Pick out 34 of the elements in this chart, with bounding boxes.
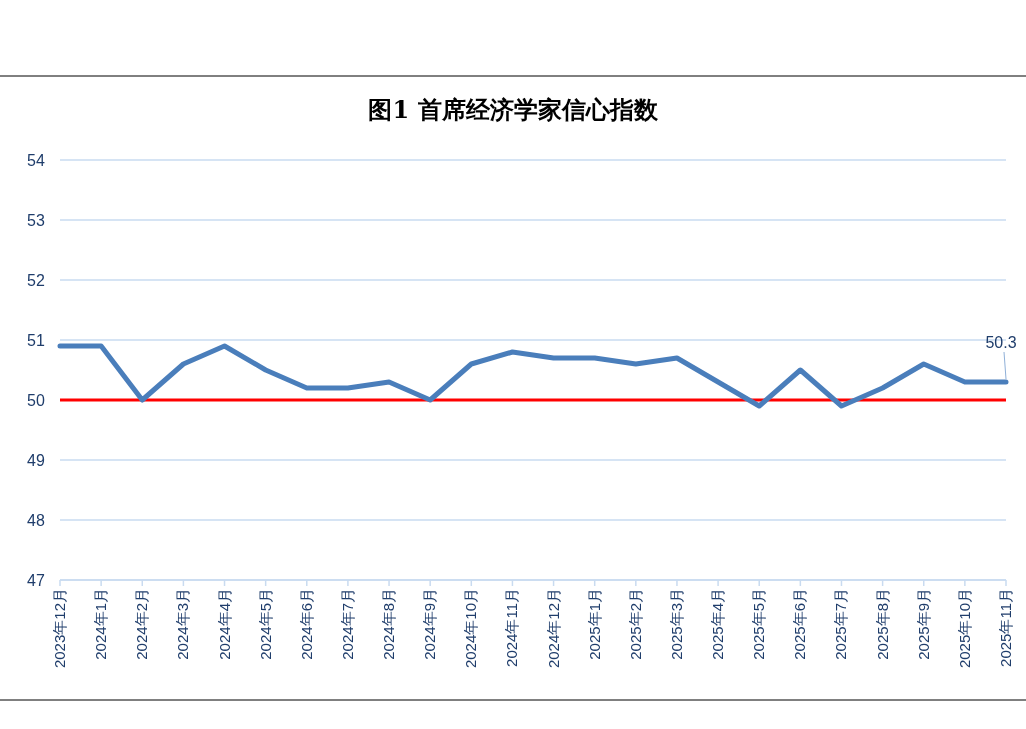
x-tick-label: 2025年6月 <box>791 588 809 660</box>
x-tick-label: 2024年7月 <box>338 588 356 660</box>
x-tick-label: 2025年1月 <box>585 588 603 660</box>
x-tick-label: 2025年5月 <box>750 588 768 660</box>
y-tick-label: 49 <box>27 452 45 469</box>
y-tick-label: 52 <box>27 272 45 289</box>
x-tick-label: 2024年8月 <box>380 588 398 660</box>
x-tick-label: 2024年12月 <box>544 588 562 669</box>
x-tick-label: 2025年7月 <box>832 588 850 660</box>
x-tick-label: 2025年11月 <box>997 588 1014 667</box>
chart-title: 图1 首席经济学家信心指数 <box>368 95 659 124</box>
x-tick-label: 2024年2月 <box>133 588 151 660</box>
x-tick-label: 2025年10月 <box>955 588 973 669</box>
y-tick-label: 48 <box>27 512 45 529</box>
x-tick-label: 2025年4月 <box>709 588 727 660</box>
x-tick-label: 2024年9月 <box>421 588 439 660</box>
data-label: 50.3 <box>985 334 1017 351</box>
y-tick-label: 47 <box>27 572 45 589</box>
x-tick-label: 2024年4月 <box>215 588 233 660</box>
x-tick-label: 2024年5月 <box>256 588 274 660</box>
x-tick-label: 2025年3月 <box>667 588 685 660</box>
x-tick-label: 2023年12月 <box>51 588 68 669</box>
y-tick-label: 53 <box>27 212 45 229</box>
x-tick-label: 2024年6月 <box>297 588 315 660</box>
x-tick-label: 2025年2月 <box>626 588 644 660</box>
x-tick-label: 2024年11月 <box>503 588 521 667</box>
x-tick-label: 2025年8月 <box>873 588 891 660</box>
y-tick-label: 51 <box>27 332 45 349</box>
x-tick-label: 2024年1月 <box>92 588 110 660</box>
x-tick-label: 2024年3月 <box>174 588 192 660</box>
x-tick-label: 2025年9月 <box>914 588 932 660</box>
y-tick-label: 54 <box>27 152 45 169</box>
x-tick-label: 2024年10月 <box>462 588 480 669</box>
y-tick-label: 50 <box>27 392 45 409</box>
